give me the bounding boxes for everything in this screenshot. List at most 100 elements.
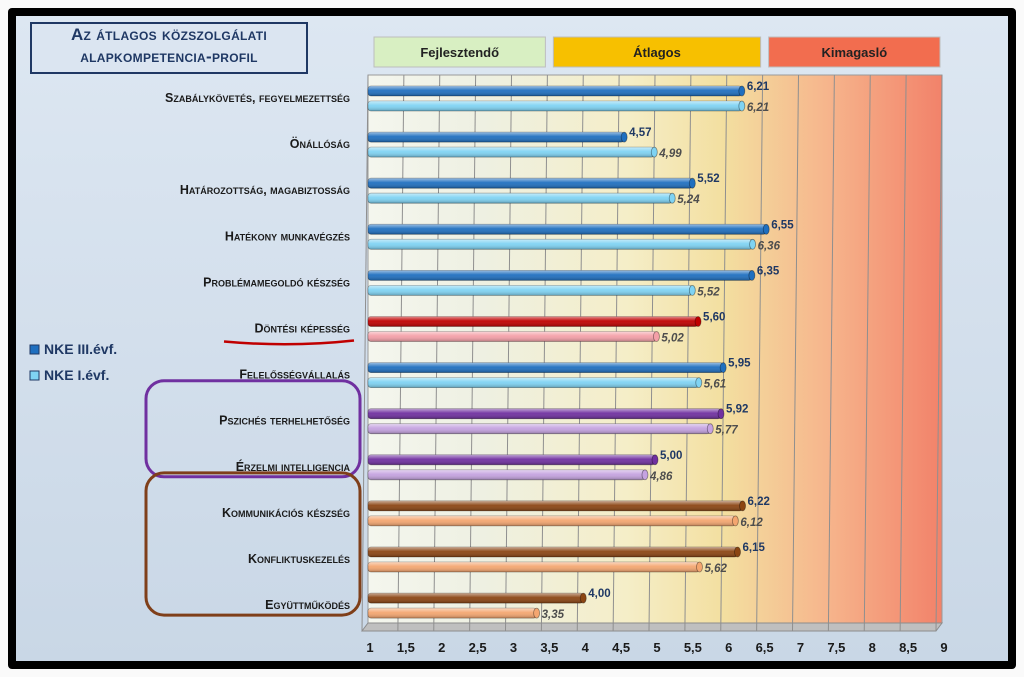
bar-shine-0-7: [368, 408, 722, 419]
value-label-iii-11: 4,00: [588, 588, 610, 600]
category-label-0: Szabálykövetés, fegyelmezettség: [165, 91, 350, 105]
bar-cap-1-6: [695, 377, 703, 389]
bar-cap-0-1: [620, 131, 628, 143]
bar-shine-0-0: [368, 86, 742, 96]
bar-cap-0-4: [748, 269, 756, 281]
category-label-11: Együttműködés: [265, 598, 350, 612]
bar-shine-0-1: [368, 132, 625, 143]
bar-shine-0-3: [368, 224, 767, 235]
gridline-1: [397, 74, 405, 632]
zone-header-1: [552, 36, 762, 68]
value-label-i-0: 6,21: [747, 102, 769, 114]
gridline-7: [612, 74, 620, 632]
category-label-2: Határozottság, magabiztosság: [180, 183, 350, 197]
bar-cap-0-3: [762, 223, 770, 235]
gridline-5: [540, 74, 548, 632]
category-label-3: Hatékony munkavégzés: [225, 229, 350, 243]
bar-shine-0-11: [368, 593, 584, 604]
bar-cap-0-10: [734, 546, 741, 558]
x-tick-label-5: 3,5: [540, 640, 558, 655]
plot-floor: [361, 622, 943, 632]
gridline-9: [684, 74, 692, 632]
bar-shine-0-4: [368, 270, 752, 281]
category-label-8: Érzelmi intelligencia: [236, 459, 351, 474]
bar-cap-0-2: [688, 177, 696, 189]
gridline-14: [863, 74, 871, 632]
x-tick-label-4: 3: [510, 640, 517, 655]
value-label-i-11: 3,35: [542, 609, 565, 621]
legend-swatch-1: [29, 370, 40, 381]
value-label-i-10: 5,62: [704, 563, 727, 575]
gridline-12: [792, 74, 799, 632]
bar-shine-0-5: [368, 316, 699, 327]
bar-cap-0-11: [579, 592, 587, 604]
bar-shine-1-1: [368, 147, 655, 158]
bar-shine-1-11: [368, 608, 537, 619]
bar-cap-0-5: [694, 316, 702, 327]
gridline-16: [935, 74, 943, 632]
x-tick-label-8: 5: [653, 640, 660, 655]
value-label-iii-3: 6,55: [771, 219, 794, 231]
category-label-7: Pszichés terhelhetőség: [219, 414, 350, 428]
bar-shine-0-10: [368, 547, 738, 557]
zone-header-0: [373, 36, 546, 68]
value-label-i-7: 5,77: [715, 425, 738, 437]
bar-shine-1-10: [368, 562, 700, 572]
bar-cap-1-7: [706, 423, 714, 435]
gridline-3: [469, 74, 477, 632]
category-label-4: Problémamegoldó készség: [203, 275, 350, 289]
bar-shine-0-9: [368, 500, 743, 511]
chart-title: Az átlagos közszolgálati alapkompetencia…: [30, 22, 308, 74]
gridline-2: [433, 74, 441, 632]
category-label-9: Kommunikációs készség: [222, 506, 350, 520]
value-label-iii-6: 5,95: [728, 358, 751, 370]
value-label-iii-10: 6,15: [743, 542, 766, 554]
zone-header-2: [768, 36, 941, 68]
x-tick-label-11: 6,5: [756, 640, 774, 655]
gridline-0: [361, 74, 369, 632]
bar-cap-0-8: [651, 454, 659, 466]
x-tick-label-3: 2,5: [469, 640, 487, 655]
bar-shine-1-6: [368, 377, 699, 388]
value-label-iii-7: 5,92: [726, 404, 748, 416]
zone-label-0: Fejlesztendő: [420, 45, 499, 60]
bar-cap-1-1: [650, 146, 658, 158]
bar-cap-1-10: [696, 561, 703, 573]
bar-shine-1-7: [368, 423, 711, 434]
category-underline: [223, 339, 355, 346]
category-label-6: Felelősségvállalás: [239, 368, 350, 382]
bar-cap-1-2: [668, 192, 676, 204]
value-label-iii-4: 6,35: [757, 265, 780, 277]
gridline-8: [648, 74, 656, 632]
bar-cap-1-3: [749, 238, 756, 250]
gridline-10: [720, 74, 728, 632]
value-label-i-6: 5,61: [704, 379, 726, 391]
x-tick-label-6: 4: [582, 640, 590, 655]
value-label-iii-8: 5,00: [660, 450, 682, 462]
bar-shine-1-5: [368, 331, 657, 342]
x-tick-label-2: 2: [438, 640, 445, 655]
value-label-iii-2: 5,52: [697, 173, 719, 185]
category-label-10: Konfliktuskezelés: [248, 552, 350, 566]
category-label-5: Döntési képesség: [254, 322, 350, 336]
value-label-i-1: 4,99: [658, 148, 682, 160]
gridline-13: [827, 74, 835, 632]
bar-shine-1-0: [368, 101, 742, 111]
gridline-11: [756, 74, 764, 632]
gridline-15: [899, 74, 907, 632]
value-label-i-8: 4,86: [649, 471, 673, 483]
bar-shine-0-2: [368, 178, 693, 189]
value-label-iii-5: 5,60: [703, 312, 725, 324]
bar-shine-1-8: [368, 469, 645, 480]
bar-cap-0-0: [738, 85, 746, 97]
bar-cap-1-9: [731, 515, 739, 527]
x-tick-label-14: 8: [869, 640, 876, 655]
x-tick-label-10: 6: [725, 640, 732, 655]
value-label-iii-0: 6,21: [747, 81, 770, 93]
value-label-i-2: 5,24: [677, 194, 700, 206]
bar-shine-1-3: [368, 239, 753, 250]
bar-cap-0-9: [739, 500, 746, 512]
bar-cap-1-8: [641, 469, 649, 481]
gridline-4: [505, 74, 512, 632]
